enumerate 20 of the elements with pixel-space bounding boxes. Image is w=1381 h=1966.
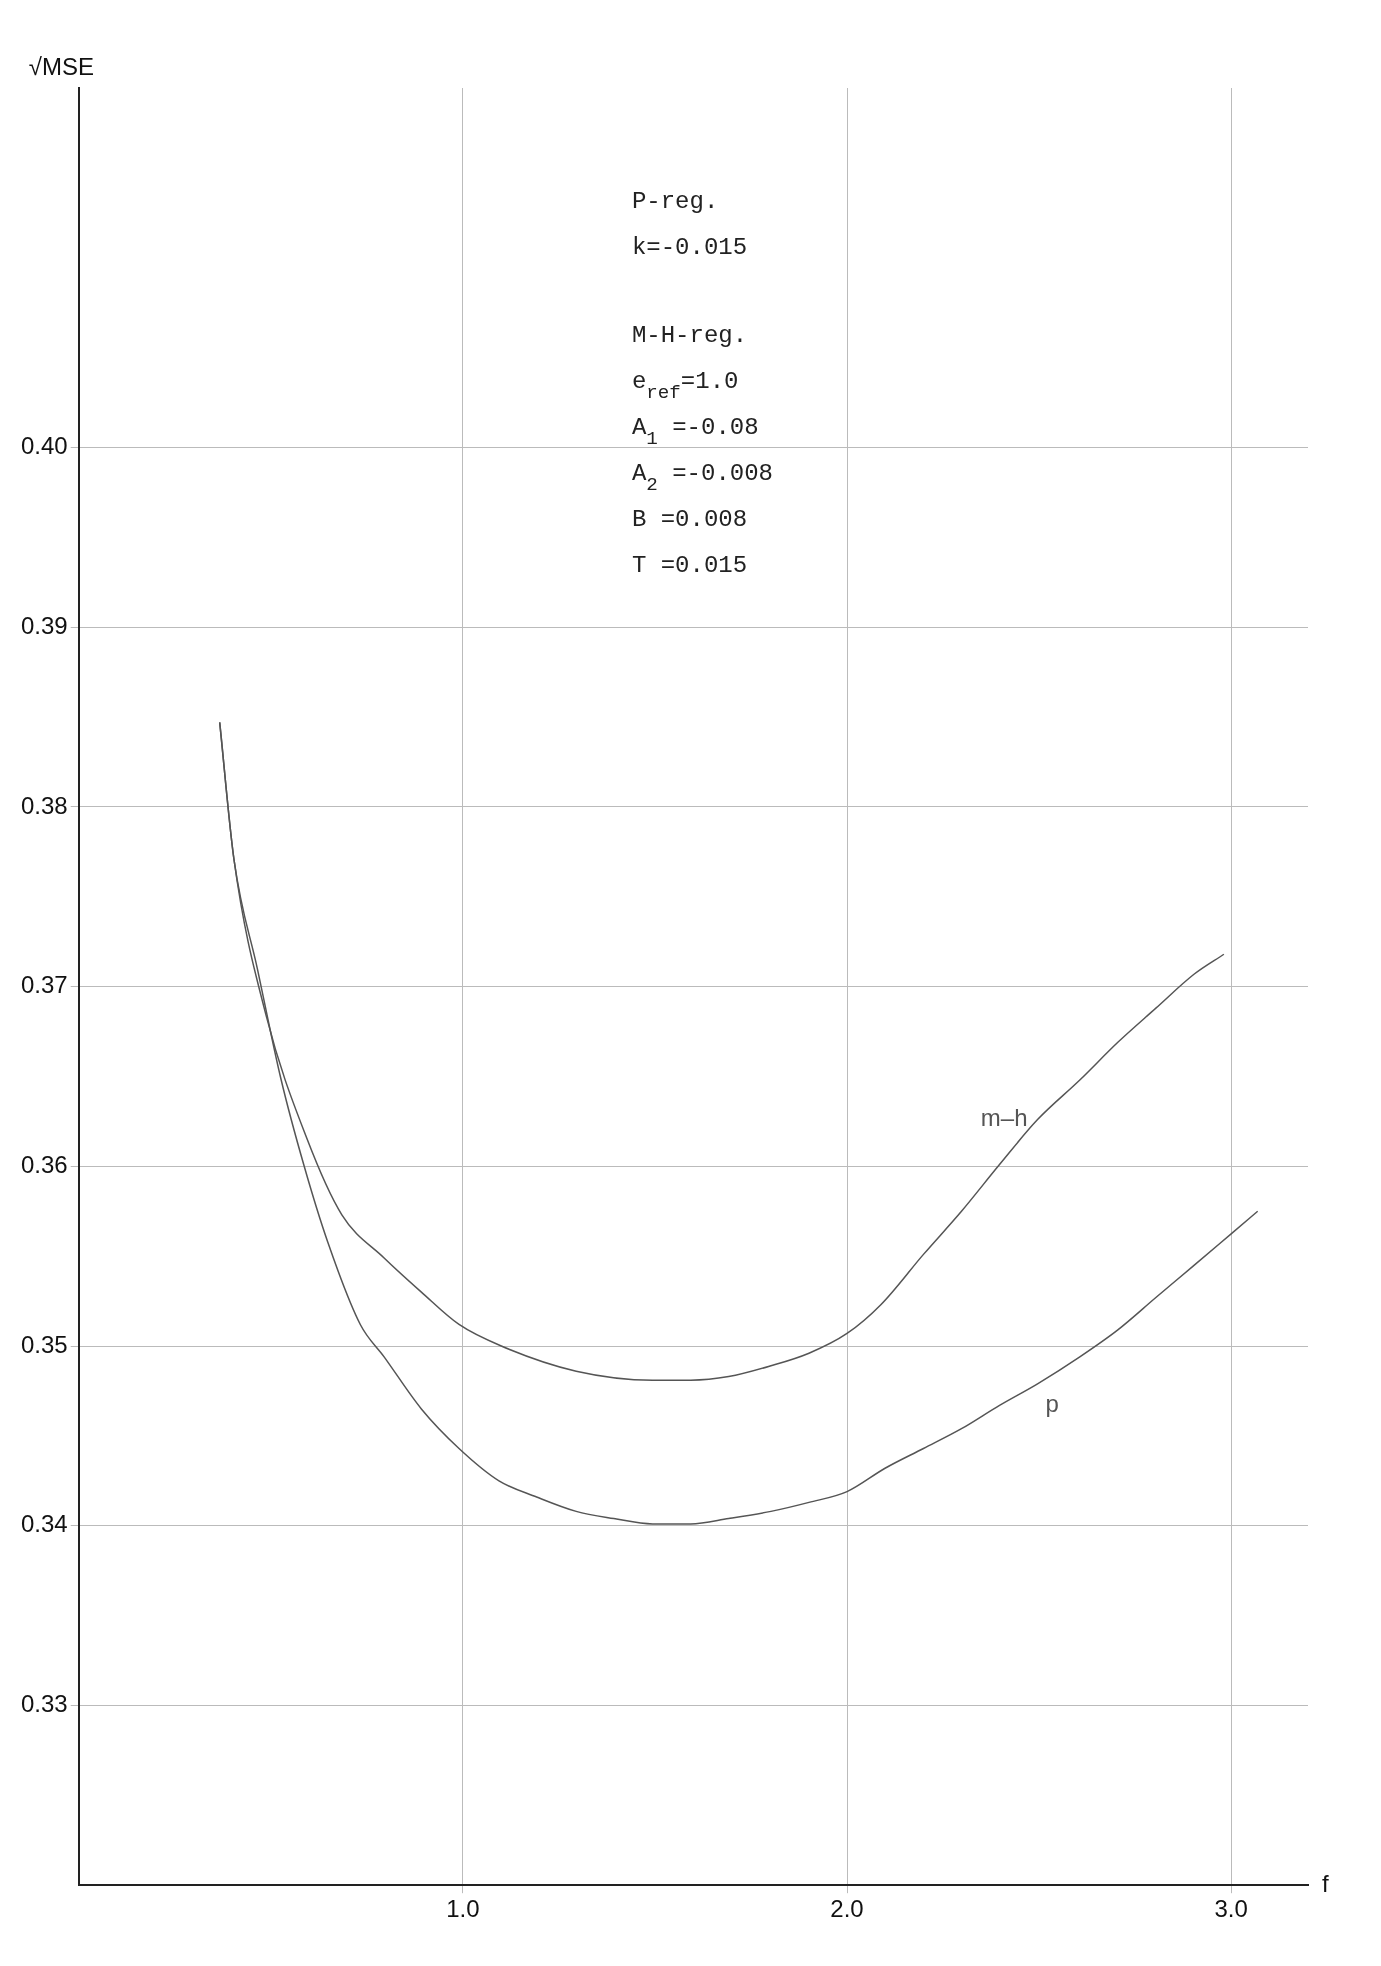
y-tick-label: 0.36 xyxy=(20,1150,68,1178)
y-tick-label: 0.37 xyxy=(20,971,68,999)
y-tick-label: 0.35 xyxy=(20,1330,68,1358)
y-tick-label: 0.40 xyxy=(20,432,68,460)
series-label: p xyxy=(1045,1390,1059,1418)
y-tick-label: 0.33 xyxy=(20,1690,68,1718)
annotation: P-reg. xyxy=(631,188,719,215)
annotation: B =0.008 xyxy=(631,506,748,533)
y-tick-label: 0.34 xyxy=(20,1510,68,1538)
x-tick-label: 3.0 xyxy=(1214,1895,1248,1923)
x-tick-label: 2.0 xyxy=(830,1895,864,1923)
y-tick-label: 0.38 xyxy=(20,791,68,819)
annotation: M-H-reg. xyxy=(631,322,748,349)
x-axis-title: f xyxy=(1322,1869,1329,1897)
annotation: T =0.015 xyxy=(631,552,748,579)
y-tick-label: 0.39 xyxy=(20,611,68,639)
annotation: k=-0.015 xyxy=(631,234,748,261)
x-tick-label: 1.0 xyxy=(446,1895,480,1923)
y-axis-title: √MSE xyxy=(28,52,94,80)
series-label: m–h xyxy=(980,1104,1028,1132)
